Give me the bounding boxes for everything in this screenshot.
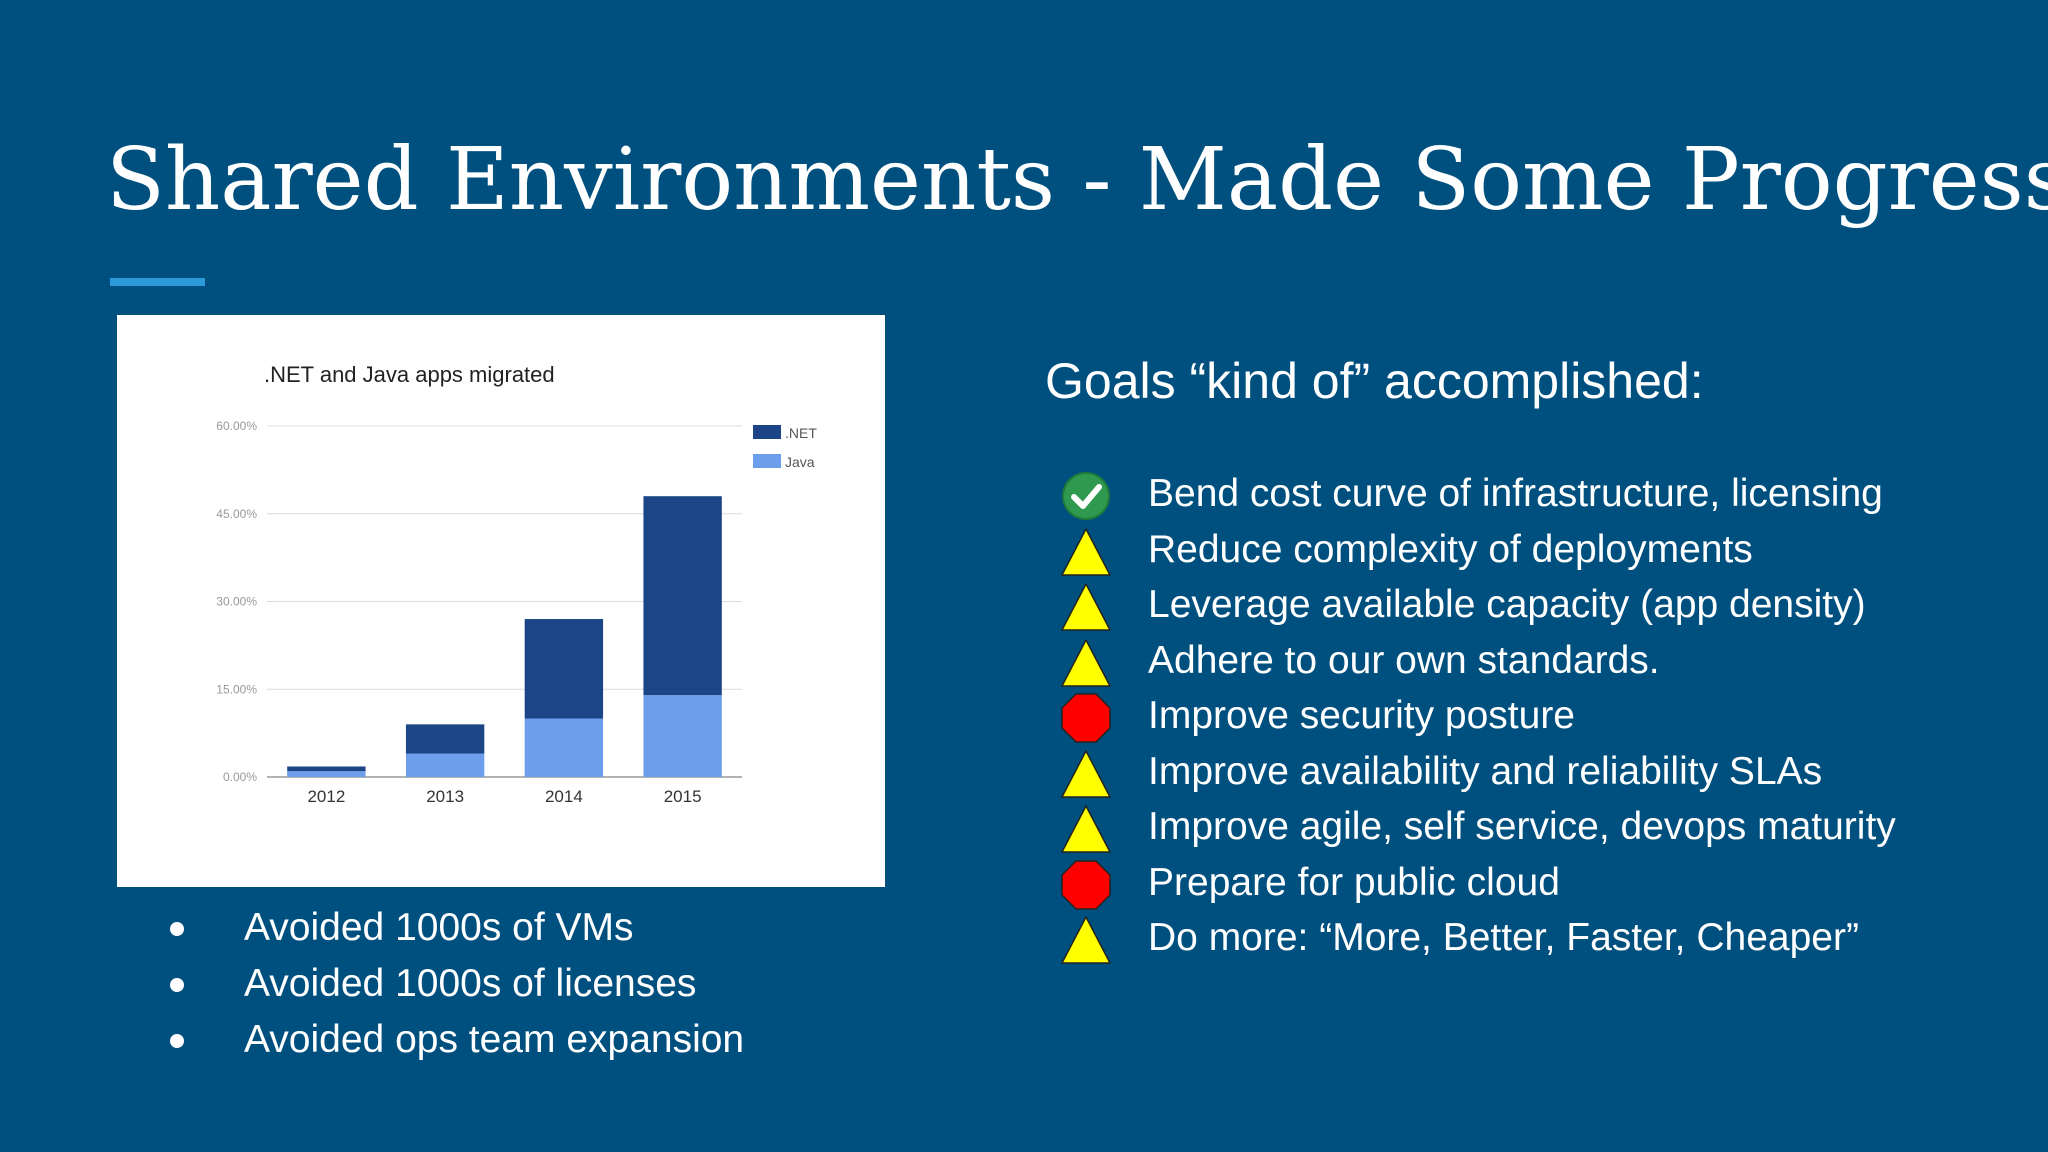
legend-swatch [753, 454, 781, 468]
goal-text: Do more: “More, Better, Faster, Cheaper” [1148, 916, 1859, 959]
check-icon [1062, 472, 1110, 520]
bar-java [287, 771, 366, 777]
left-bullet-list: Avoided 1000s of VMs Avoided 1000s of li… [160, 900, 744, 1068]
bar-java [405, 753, 485, 777]
y-tick-label: 60.00% [216, 419, 257, 433]
legend-swatch [753, 425, 781, 439]
chart-title: .NET and Java apps migrated [264, 362, 555, 387]
goal-item: Leverage available capacity (app density… [1060, 577, 1896, 633]
stacked-bar-chart: .NET and Java apps migrated 0.00% 15.00% 30… [216, 362, 817, 806]
title-accent-bar [110, 278, 205, 286]
stop-icon [1061, 859, 1111, 910]
warning-icon [1061, 916, 1111, 964]
goal-text: Reduce complexity of deployments [1148, 527, 1753, 571]
goal-item: Prepare for public cloud [1060, 855, 1896, 911]
warning-icon [1061, 805, 1111, 853]
bar-java [643, 695, 722, 777]
bullet-text: Avoided 1000s of licenses [244, 962, 697, 1005]
goal-item: Improve availability and reliability SLA… [1060, 744, 1896, 800]
chart-card: .NET and Java apps migrated 0.00% 15.00% 30… [117, 315, 885, 887]
goal-item: Do more: “More, Better, Faster, Cheaper” [1060, 910, 1896, 966]
legend-label: Java [785, 454, 815, 470]
goal-item: Improve agile, self service, devops matu… [1060, 799, 1896, 855]
bullet-dot [170, 978, 184, 992]
goal-text: Prepare for public cloud [1148, 860, 1560, 904]
y-tick-label: 45.00% [216, 507, 257, 521]
bullet-item: Avoided 1000s of licenses [160, 956, 744, 1012]
x-tick-label: 2013 [426, 787, 464, 806]
y-tick-label: 30.00% [216, 595, 257, 609]
warning-icon [1061, 749, 1111, 798]
bar-net [524, 619, 604, 719]
x-tick-label: 2014 [545, 787, 583, 806]
warning-icon [1061, 583, 1111, 631]
goal-item: Improve security posture [1060, 688, 1896, 744]
bar-net [287, 766, 366, 772]
goal-text: Bend cost curve of infrastructure, licen… [1148, 472, 1883, 515]
bullet-dot [170, 1034, 184, 1048]
goal-text: Adhere to our own standards. [1148, 638, 1660, 682]
y-tick-label: 15.00% [216, 682, 257, 696]
slide-title: Shared Environments - Made Some Progress [106, 130, 2048, 230]
bar-net [643, 496, 722, 696]
bullet-text: Avoided 1000s of VMs [244, 906, 634, 949]
goal-text: Improve security posture [1148, 694, 1576, 737]
bullet-item: Avoided 1000s of VMs [160, 900, 744, 956]
goals-list: Bend cost curve of infrastructure, licen… [1060, 466, 1896, 966]
goal-item: Reduce complexity of deployments [1060, 522, 1896, 578]
warning-icon [1061, 638, 1111, 687]
bar-net [405, 724, 485, 754]
y-tick-label: 0.00% [223, 770, 257, 784]
bullet-dot [170, 922, 184, 936]
warning-icon [1061, 527, 1111, 576]
bar-java [524, 718, 604, 777]
stop-icon [1061, 693, 1111, 743]
goal-item: Bend cost curve of infrastructure, licen… [1060, 466, 1896, 522]
goal-text: Improve availability and reliability SLA… [1148, 749, 1823, 793]
bullet-item: Avoided ops team expansion [160, 1012, 744, 1068]
goal-item: Adhere to our own standards. [1060, 633, 1896, 689]
goals-heading: Goals “kind of” accomplished: [1045, 353, 1704, 409]
goal-text: Improve agile, self service, devops matu… [1148, 805, 1896, 848]
bullet-text: Avoided ops team expansion [244, 1018, 745, 1061]
x-tick-label: 2012 [307, 787, 345, 806]
x-tick-label: 2015 [664, 787, 702, 806]
legend-label: .NET [785, 425, 817, 441]
goal-text: Leverage available capacity (app density… [1148, 583, 1866, 626]
